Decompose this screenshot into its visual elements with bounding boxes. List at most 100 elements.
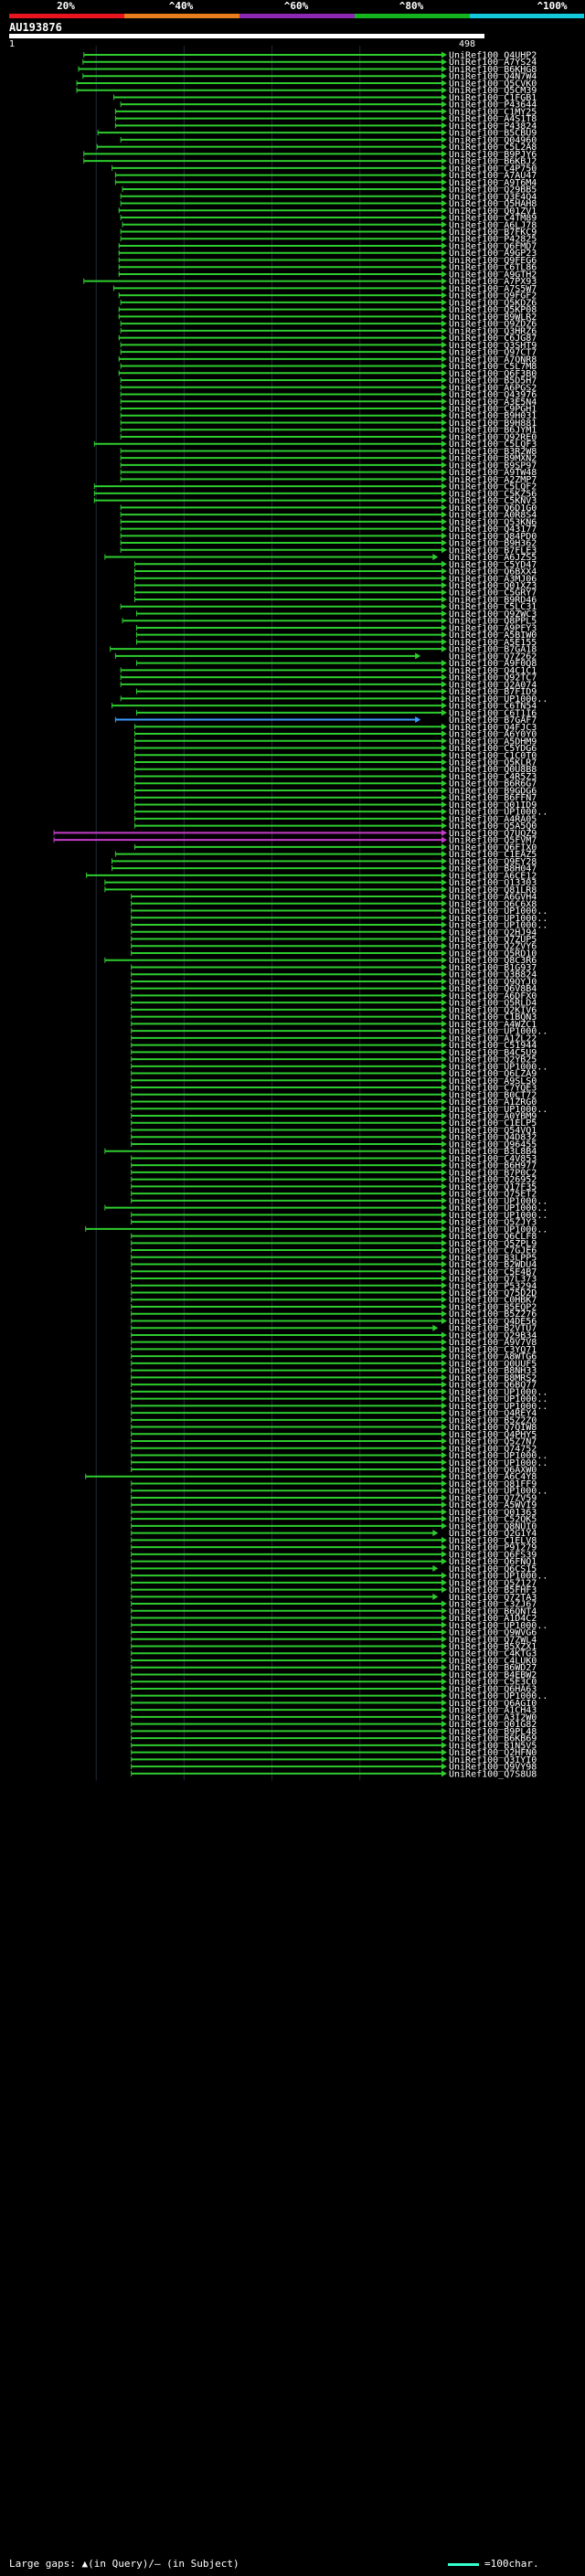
hit-label[interactable]: UniRef100_A6CE12	[449, 871, 537, 881]
hit-label[interactable]: UniRef100_C1ELP5	[449, 1118, 537, 1129]
hit-label[interactable]: UniRef100_A6C4Y8	[449, 1472, 537, 1482]
hit-label[interactable]: UniRef100_Q13303	[449, 878, 537, 888]
hit-label[interactable]: UniRef100_A9SLS0	[449, 1076, 537, 1087]
hit-label[interactable]: UniRef100_C6TN54	[449, 702, 537, 712]
hit-label[interactable]: UniRef100_Q81LR8	[449, 885, 537, 896]
hit-label[interactable]: UniRef100_A4RA05	[449, 814, 537, 824]
hit-label[interactable]: UniRef100_A9T6M4	[449, 178, 537, 188]
hit-label[interactable]: UniRef100_A3MJ06	[449, 574, 537, 584]
hit-label[interactable]: UniRef100_A5WVI9	[449, 1500, 537, 1511]
hit-label[interactable]: UniRef100_B5FHF3	[449, 1585, 537, 1595]
hit-label[interactable]: UniRef100_Q01XZ3	[449, 581, 537, 591]
hit-label[interactable]: UniRef100_B8NH33	[449, 1366, 537, 1376]
hit-label[interactable]: UniRef100_C4R5Z3	[449, 772, 537, 782]
hit-label[interactable]: UniRef100_B6R6G7	[449, 779, 537, 790]
hit-label[interactable]: UniRef100_A3I2W0	[449, 1712, 537, 1723]
hit-label[interactable]: UniRef100_A0YBM9	[449, 1112, 537, 1122]
hit-label[interactable]: UniRef100_B9H031	[449, 411, 537, 421]
hit-label[interactable]: UniRef100_C1BQN3	[449, 1012, 537, 1023]
hit-label[interactable]: UniRef100_Q3HRZ6	[449, 326, 537, 336]
hit-label[interactable]: UniRef100_Q4DE56	[449, 1317, 537, 1327]
hit-label[interactable]: UniRef100_Q01363	[449, 1508, 537, 1518]
hit-label[interactable]: UniRef100_C3YQ71	[449, 1345, 537, 1355]
hit-label[interactable]: UniRef100_Q7Z262	[449, 652, 537, 662]
hit-label[interactable]: UniRef100_B9H362	[449, 539, 537, 549]
hit-label[interactable]: UniRef100_Q3IYI0	[449, 1755, 537, 1765]
hit-label[interactable]: UniRef100_C7YQE3	[449, 1084, 537, 1094]
hit-label[interactable]: UniRef100_B7P0C2	[449, 1168, 537, 1178]
hit-label[interactable]: UniRef100_A9PFY3	[449, 623, 537, 633]
hit-label[interactable]: UniRef100_C5KNV3	[449, 496, 537, 506]
hit-label[interactable]: UniRef100_A7PX93	[449, 277, 537, 287]
hit-label[interactable]: UniRef100_Q7ZWL4	[449, 1635, 537, 1645]
hit-label[interactable]: UniRef100_Q84PD0	[449, 532, 537, 542]
hit-label[interactable]: UniRef100_C1FGB1	[449, 93, 537, 103]
hit-label[interactable]: UniRef100_Q5KP08	[449, 305, 537, 315]
hit-label[interactable]: UniRef100_P43824	[449, 122, 537, 132]
hit-label[interactable]: UniRef100_B6JYM1	[449, 426, 537, 436]
hit-label[interactable]: UniRef100_Q6BXX4	[449, 567, 537, 578]
hit-label[interactable]: UniRef100_A5BIW0	[449, 631, 537, 641]
hit-label[interactable]: UniRef100_B3R2W8	[449, 447, 537, 457]
hit-label[interactable]: UniRef100_Q9EY28	[449, 857, 537, 867]
hit-label[interactable]: UniRef100_A1D4C2	[449, 1614, 537, 1624]
hit-label[interactable]: UniRef100_A1ZL22	[449, 1034, 537, 1044]
hit-label[interactable]: UniRef100_C5GRY7	[449, 588, 537, 599]
hit-label[interactable]: UniRef100_A9TW48	[449, 468, 537, 478]
hit-label[interactable]: UniRef100_UP1000..	[449, 1224, 548, 1235]
hit-label[interactable]: UniRef100_B9MXN2	[449, 454, 537, 464]
hit-label[interactable]: UniRef100_Q26952	[449, 1175, 537, 1185]
hit-label[interactable]: UniRef100_B5CBU9	[449, 129, 537, 139]
hit-label[interactable]: UniRef100_Q4C1C1	[449, 666, 537, 676]
hit-label[interactable]: UniRef100_C5LC31	[449, 602, 537, 612]
hit-label[interactable]: UniRef100_C4P750	[449, 164, 537, 174]
hit-label[interactable]: UniRef100_A9F0Q8	[449, 659, 537, 669]
hit-label[interactable]: UniRef100_Q4REY4	[449, 1409, 537, 1419]
hit-label[interactable]: UniRef100_B8H047	[449, 864, 537, 875]
hit-label[interactable]: UniRef100_Q6C6X8	[449, 899, 537, 909]
hit-label[interactable]: UniRef100_B6FFN7	[449, 793, 537, 803]
hit-label[interactable]: UniRef100_A9GTH2	[449, 270, 537, 280]
hit-label[interactable]: UniRef100_Q43976	[449, 390, 537, 400]
hit-label[interactable]: UniRef100_Q9FGF2	[449, 292, 537, 302]
hit-label[interactable]: UniRef100_B9SP97	[449, 461, 537, 471]
hit-label[interactable]: UniRef100_UP1000..	[449, 1211, 548, 1221]
hit-label[interactable]: UniRef100_UP1000..	[449, 1062, 548, 1072]
hit-label[interactable]: UniRef100_A7S5W7	[449, 284, 537, 294]
hit-label[interactable]: UniRef100_A6JZS5	[449, 553, 537, 563]
hit-label[interactable]: UniRef100_Q17F35	[449, 1182, 537, 1193]
hit-label[interactable]: UniRef100_C5LQF3	[449, 440, 537, 450]
hit-label[interactable]: UniRef100_A6DFX0	[449, 991, 537, 1002]
hit-label[interactable]: UniRef100_C5YD47	[449, 560, 537, 570]
hit-label[interactable]: UniRef100_C4TM89	[449, 214, 537, 224]
hit-label[interactable]: UniRef100_A6GVH4	[449, 893, 537, 903]
hit-label[interactable]: UniRef100_B9RD46	[449, 595, 537, 605]
hit-label[interactable]: UniRef100_B9PL48	[449, 1727, 537, 1737]
hit-label[interactable]: UniRef100_UP1000..	[449, 1691, 548, 1701]
hit-label[interactable]: UniRef100_Q5FVM7	[449, 836, 537, 846]
hit-label[interactable]: UniRef100_B7FID9	[449, 687, 537, 697]
hit-label[interactable]: UniRef100_C4V853	[449, 1154, 537, 1164]
hit-label[interactable]: UniRef100_A7QNR8	[449, 355, 537, 365]
hit-label[interactable]: UniRef100_A0R8S4	[449, 511, 537, 521]
hit-label[interactable]: UniRef100_Q6AXW0	[449, 1466, 537, 1476]
hit-label[interactable]: UniRef100_Q4UHP2	[449, 51, 537, 61]
hit-label[interactable]: UniRef100_P43644	[449, 101, 537, 111]
hit-label[interactable]: UniRef100_B9H881	[449, 419, 537, 429]
hit-label[interactable]: UniRef100_C1ELV8	[449, 1536, 537, 1546]
hit-label[interactable]: UniRef100_Q2HFN0	[449, 1748, 537, 1758]
hit-label[interactable]: UniRef100_Q04960	[449, 135, 537, 145]
hit-label[interactable]: UniRef100_B9GDG6	[449, 786, 537, 796]
hit-label[interactable]: UniRef100_UP1000..	[449, 1451, 548, 1461]
hit-label[interactable]: UniRef100_Q7ZV59	[449, 1493, 537, 1503]
hit-label[interactable]: UniRef100_B7GA18	[449, 645, 537, 655]
hit-label[interactable]: UniRef100_UP1000..	[449, 1203, 548, 1214]
hit-label[interactable]: UniRef100_B9WLR2	[449, 313, 537, 323]
hit-label[interactable]: UniRef100_Q5HAH8	[449, 199, 537, 209]
hit-label[interactable]: UniRef100_C7GJE6	[449, 1246, 537, 1256]
hit-label[interactable]: UniRef100_UP1000..	[449, 906, 548, 917]
hit-label[interactable]: UniRef100_C5L7M8	[449, 362, 537, 372]
hit-label[interactable]: UniRef100_B6KB69	[449, 1734, 537, 1744]
hit-label[interactable]: UniRef100_Q4FJC3	[449, 723, 537, 733]
hit-label[interactable]: UniRef100_A7AU47	[449, 171, 537, 181]
